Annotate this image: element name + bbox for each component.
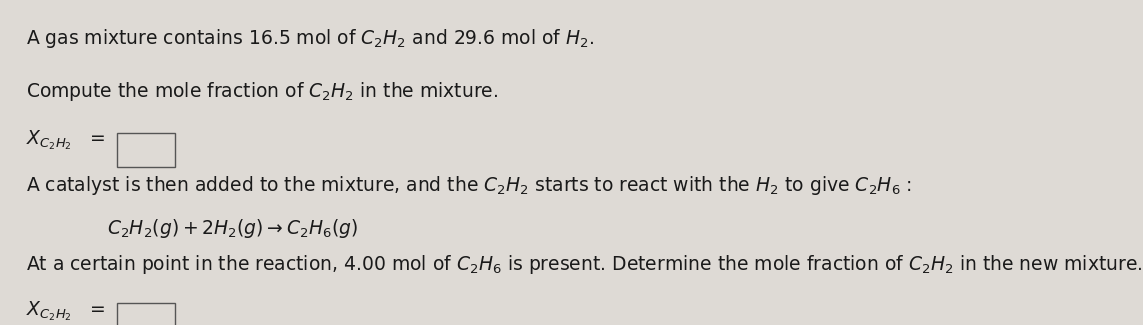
Text: At a certain point in the reaction, 4.00 mol of $C_2H_6$ is present. Determine t: At a certain point in the reaction, 4.00… xyxy=(26,253,1143,276)
Text: =: = xyxy=(83,129,105,148)
Text: $X_{C_2H_2}$: $X_{C_2H_2}$ xyxy=(26,299,72,322)
Text: A gas mixture contains 16.5 mol of $C_2H_2$ and 29.6 mol of $H_2$.: A gas mixture contains 16.5 mol of $C_2H… xyxy=(26,27,594,50)
FancyBboxPatch shape xyxy=(117,303,175,325)
Text: Compute the mole fraction of $C_2H_2$ in the mixture.: Compute the mole fraction of $C_2H_2$ in… xyxy=(26,80,498,102)
Text: $X_{C_2H_2}$: $X_{C_2H_2}$ xyxy=(26,128,72,152)
Text: A catalyst is then added to the mixture, and the $C_2H_2$ starts to react with t: A catalyst is then added to the mixture,… xyxy=(26,174,912,197)
Text: =: = xyxy=(83,300,105,319)
Text: $C_2H_2(g) + 2H_2(g) \rightarrow C_2H_6(g)$: $C_2H_2(g) + 2H_2(g) \rightarrow C_2H_6(… xyxy=(106,217,358,240)
FancyBboxPatch shape xyxy=(117,133,175,167)
